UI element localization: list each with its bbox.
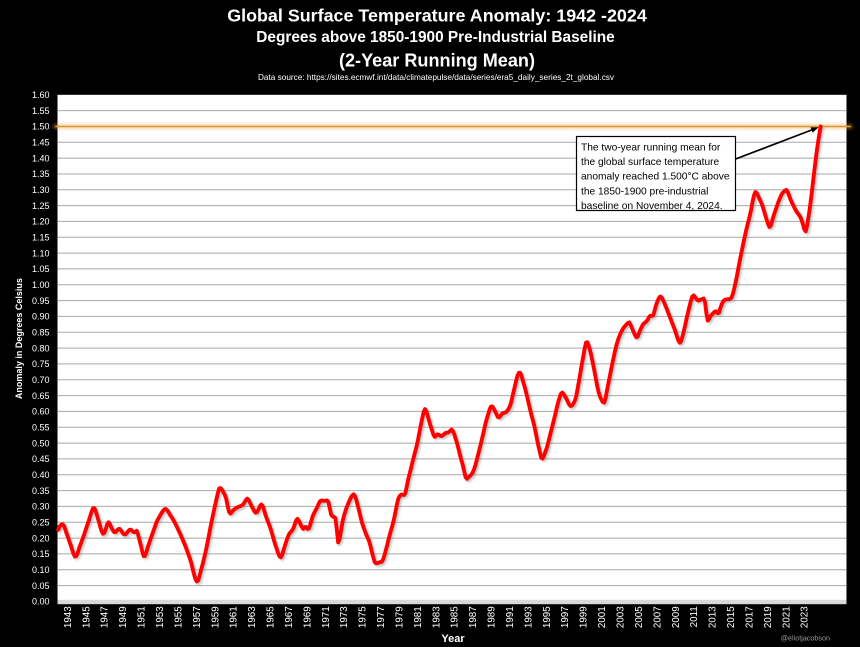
svg-text:1.10: 1.10 <box>32 248 50 258</box>
svg-text:1.60: 1.60 <box>32 90 50 100</box>
svg-text:0.15: 0.15 <box>32 549 50 559</box>
svg-text:0.80: 0.80 <box>32 343 50 353</box>
svg-text:1.30: 1.30 <box>32 185 50 195</box>
svg-text:1957: 1957 <box>192 606 203 628</box>
svg-text:1.45: 1.45 <box>32 138 50 148</box>
svg-text:1953: 1953 <box>155 606 166 628</box>
svg-text:2007: 2007 <box>652 606 663 628</box>
svg-text:1955: 1955 <box>173 606 184 628</box>
svg-text:2017: 2017 <box>744 606 755 628</box>
svg-text:The two-year running mean for: The two-year running mean for <box>581 143 721 154</box>
svg-text:1963: 1963 <box>247 606 258 628</box>
svg-text:2005: 2005 <box>634 606 645 628</box>
svg-text:0.75: 0.75 <box>32 359 50 369</box>
svg-text:0.20: 0.20 <box>32 533 50 543</box>
svg-text:0.55: 0.55 <box>32 423 50 433</box>
svg-text:0.85: 0.85 <box>32 328 50 338</box>
svg-text:0.00: 0.00 <box>32 597 50 607</box>
svg-text:1977: 1977 <box>376 606 387 628</box>
svg-text:baseline on November 4, 2024.: baseline on November 4, 2024. <box>581 201 723 212</box>
svg-text:1999: 1999 <box>579 606 590 628</box>
svg-text:@eliotjacobson: @eliotjacobson <box>781 634 830 643</box>
svg-text:1945: 1945 <box>81 606 92 628</box>
svg-text:1.50: 1.50 <box>32 122 50 132</box>
svg-text:0.35: 0.35 <box>32 486 50 496</box>
svg-text:1981: 1981 <box>413 606 424 628</box>
svg-text:1983: 1983 <box>431 606 442 628</box>
svg-text:0.95: 0.95 <box>32 296 50 306</box>
svg-text:1947: 1947 <box>100 606 111 628</box>
svg-text:1997: 1997 <box>560 606 571 628</box>
svg-text:1.35: 1.35 <box>32 169 50 179</box>
svg-text:1959: 1959 <box>210 606 221 628</box>
svg-text:1995: 1995 <box>542 606 553 628</box>
svg-text:0.45: 0.45 <box>32 454 50 464</box>
svg-text:0.40: 0.40 <box>32 470 50 480</box>
svg-text:0.50: 0.50 <box>32 438 50 448</box>
svg-text:1987: 1987 <box>468 606 479 628</box>
svg-text:2019: 2019 <box>763 606 774 628</box>
svg-text:0.25: 0.25 <box>32 517 50 527</box>
svg-text:the 1850-1900 pre-industrial: the 1850-1900 pre-industrial <box>581 186 708 197</box>
svg-text:2023: 2023 <box>800 606 811 628</box>
svg-text:2009: 2009 <box>671 606 682 628</box>
svg-text:1967: 1967 <box>284 606 295 628</box>
svg-text:(2-Year Running Mean): (2-Year Running Mean) <box>339 51 535 71</box>
svg-text:1971: 1971 <box>321 606 332 628</box>
svg-text:1985: 1985 <box>450 606 461 628</box>
svg-text:2011: 2011 <box>689 606 700 627</box>
svg-text:anomaly reached 1.500°C above: anomaly reached 1.500°C above <box>581 172 730 183</box>
svg-text:Year: Year <box>441 633 465 645</box>
svg-text:1.20: 1.20 <box>32 217 50 227</box>
svg-text:Data source: https://sites.ecm: Data source: https://sites.ecmwf.int/dat… <box>258 73 615 82</box>
svg-text:1.25: 1.25 <box>32 201 50 211</box>
svg-text:1951: 1951 <box>137 606 148 628</box>
svg-text:Degrees above 1850-1900 Pre-In: Degrees above 1850-1900 Pre-Industrial B… <box>256 29 615 46</box>
svg-text:0.30: 0.30 <box>32 502 50 512</box>
svg-text:2021: 2021 <box>781 606 792 628</box>
svg-text:0.70: 0.70 <box>32 375 50 385</box>
svg-text:1965: 1965 <box>266 606 277 628</box>
svg-text:0.10: 0.10 <box>32 565 50 575</box>
svg-text:1.00: 1.00 <box>32 280 50 290</box>
svg-text:the global surface temperature: the global surface temperature <box>581 157 720 168</box>
svg-text:0.05: 0.05 <box>32 581 50 591</box>
svg-text:1993: 1993 <box>523 606 534 628</box>
svg-text:1961: 1961 <box>229 606 240 628</box>
svg-text:1.55: 1.55 <box>32 106 50 116</box>
svg-text:1969: 1969 <box>302 606 313 628</box>
svg-text:1973: 1973 <box>339 606 350 628</box>
svg-text:1.15: 1.15 <box>32 233 50 243</box>
svg-text:1.05: 1.05 <box>32 264 50 274</box>
svg-text:1949: 1949 <box>118 606 129 628</box>
svg-text:1979: 1979 <box>395 606 406 628</box>
svg-text:0.65: 0.65 <box>32 391 50 401</box>
svg-text:2013: 2013 <box>708 606 719 628</box>
svg-text:0.90: 0.90 <box>32 312 50 322</box>
svg-text:Global Surface Temperature Ano: Global Surface Temperature Anomaly: 1942… <box>227 6 647 26</box>
svg-text:2003: 2003 <box>616 606 627 628</box>
svg-text:1975: 1975 <box>358 606 369 628</box>
svg-text:Anomaly in Degrees Celsius: Anomaly in Degrees Celsius <box>14 278 24 399</box>
svg-text:1943: 1943 <box>63 606 74 628</box>
svg-text:1989: 1989 <box>487 606 498 628</box>
svg-text:0.60: 0.60 <box>32 407 50 417</box>
svg-text:1.40: 1.40 <box>32 153 50 163</box>
svg-text:1991: 1991 <box>505 606 516 628</box>
svg-text:2015: 2015 <box>726 606 737 628</box>
svg-text:2001: 2001 <box>597 606 608 628</box>
